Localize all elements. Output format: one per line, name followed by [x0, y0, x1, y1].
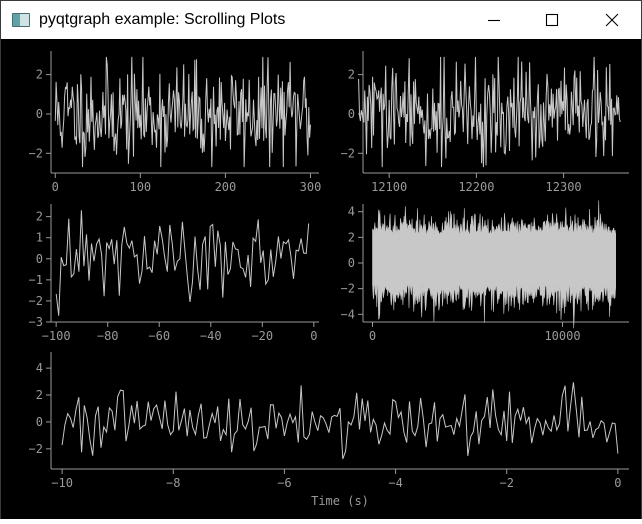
x-tick-label: −100 [42, 329, 71, 343]
minimize-button[interactable] [471, 1, 517, 39]
y-tick-label: 2 [36, 388, 43, 402]
y-tick-label: −2 [341, 146, 355, 160]
x-tick-label: −40 [200, 329, 222, 343]
x-tick-label: −2 [500, 476, 514, 490]
x-tick-label: 0 [52, 180, 59, 194]
y-tick-label: −2 [29, 442, 43, 456]
app-icon [12, 13, 30, 27]
x-tick-label: 0 [369, 329, 376, 343]
minimize-icon [488, 19, 500, 22]
plot-4[interactable]: 4 2 0 −2 −4 0 10000 [341, 200, 629, 343]
maximize-button[interactable] [529, 1, 575, 39]
data-curve [358, 56, 621, 168]
y-tick-label: 2 [348, 68, 355, 82]
x-tick-label: 100 [129, 180, 151, 194]
data-curve [61, 382, 619, 460]
y-tick-label: 1 [36, 231, 43, 245]
y-tick-label: 0 [36, 415, 43, 429]
x-axis-label: Time (s) [311, 494, 369, 508]
plot-1[interactable]: 2 0 −2 0 100 200 300 [29, 51, 322, 194]
y-tick-label: 0 [348, 256, 355, 270]
plot-canvas[interactable]: 2 0 −2 0 100 200 300 2 0 −2 12100 12200 12300 2 1 0 −1 −2… [1, 39, 641, 519]
y-tick-label: 2 [348, 230, 355, 244]
close-button[interactable] [589, 1, 635, 39]
x-tick-label: 0 [614, 476, 621, 490]
x-tick-label: 12300 [546, 180, 582, 194]
x-tick-label: −80 [97, 329, 119, 343]
y-tick-label: 4 [36, 361, 43, 375]
data-curve [54, 56, 311, 168]
x-tick-label: 12100 [371, 180, 407, 194]
x-tick-label: −20 [251, 329, 273, 343]
x-tick-label: 300 [300, 180, 322, 194]
y-tick-label: 2 [36, 68, 43, 82]
y-tick-label: 4 [348, 205, 355, 219]
maximize-icon [545, 13, 559, 27]
y-tick-label: 0 [36, 252, 43, 266]
x-tick-label: −4 [388, 476, 402, 490]
x-tick-label: 200 [215, 180, 237, 194]
x-tick-label: −8 [166, 476, 180, 490]
x-tick-label: 0 [310, 329, 317, 343]
y-tick-label: −4 [341, 307, 355, 321]
plot-5[interactable]: 4 2 0 −2 −10 −8 −6 −4 −2 0 Time (s) [29, 352, 629, 508]
plot-3[interactable]: 2 1 0 −1 −2 −3−100 −80 −60 −40 −20 0 [29, 204, 319, 343]
y-tick-label: 0 [36, 107, 43, 121]
y-tick-label: −2 [29, 294, 43, 308]
data-band [372, 200, 616, 329]
plot-2[interactable]: 2 0 −2 12100 12200 12300 [341, 51, 629, 194]
x-tick-label: −6 [277, 476, 291, 490]
y-tick-label: −3 [29, 315, 43, 329]
x-tick-label: 12200 [458, 180, 494, 194]
y-tick-label: 2 [36, 210, 43, 224]
x-tick-label: −60 [148, 329, 170, 343]
close-icon [605, 13, 619, 27]
window-title: pyqtgraph example: Scrolling Plots [39, 11, 286, 28]
x-tick-label: −10 [51, 476, 73, 490]
title-bar[interactable]: pyqtgraph example: Scrolling Plots [1, 1, 641, 39]
y-tick-label: 0 [348, 107, 355, 121]
x-tick-label: 10000 [544, 329, 580, 343]
y-tick-label: −1 [29, 273, 43, 287]
y-tick-label: −2 [29, 146, 43, 160]
data-curve [55, 210, 310, 316]
y-tick-label: −2 [341, 282, 355, 296]
